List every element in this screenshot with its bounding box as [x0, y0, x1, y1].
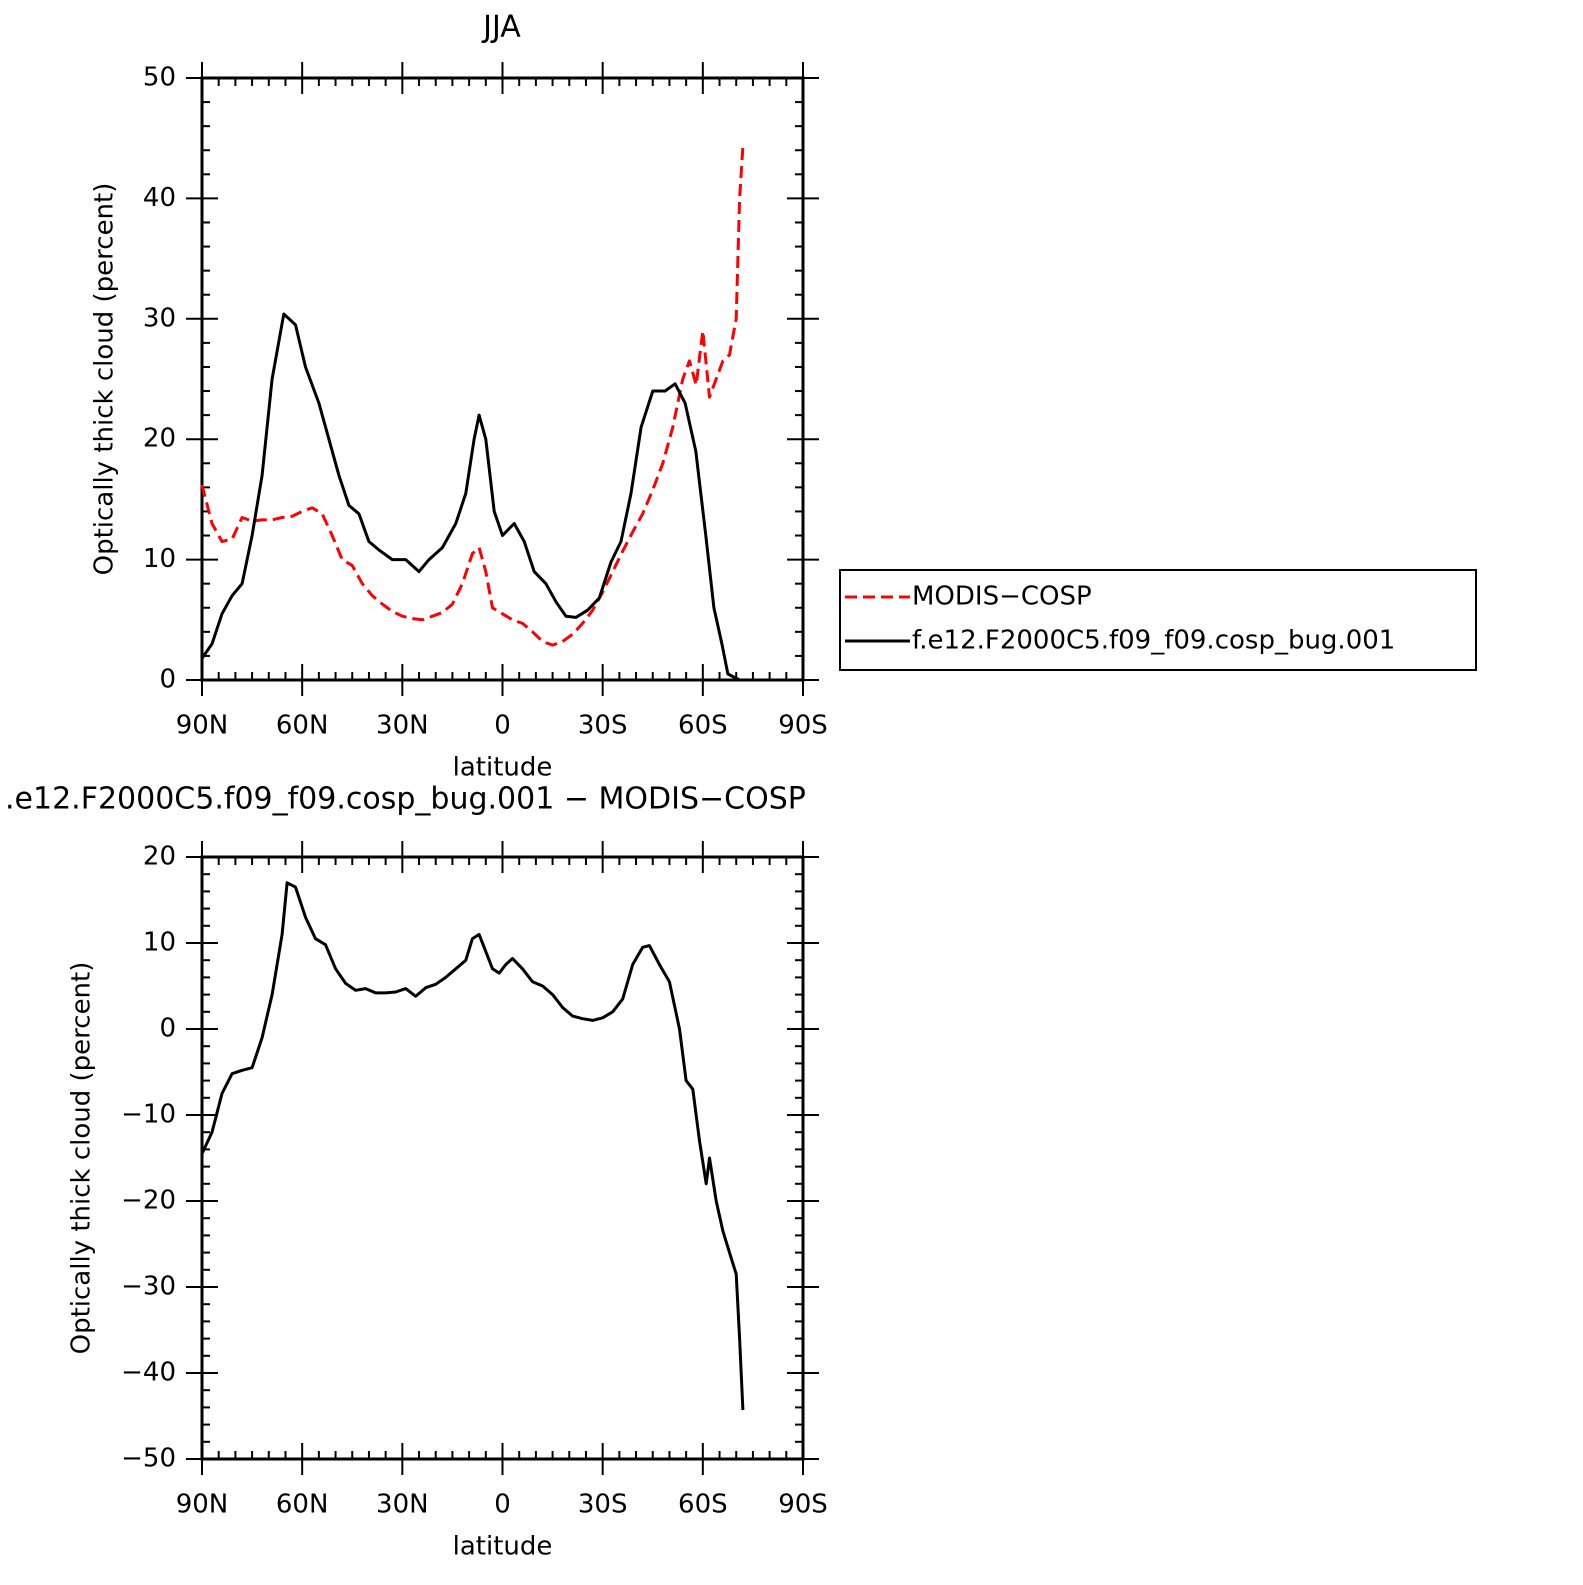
- x-tick-label: 90N: [176, 711, 229, 741]
- x-tick-label: 30S: [578, 1490, 628, 1520]
- y-tick-label: 30: [143, 303, 176, 333]
- plot-frame: [200, 76, 805, 682]
- x-tick-label: 60N: [276, 1490, 329, 1520]
- chart-title: JJA: [481, 10, 521, 45]
- y-tick-label: 0: [159, 1014, 176, 1044]
- x-tick-label: 30N: [376, 711, 429, 741]
- y-tick-label: −40: [121, 1358, 176, 1388]
- x-axis-label: latitude: [453, 753, 553, 783]
- x-tick-label: 60S: [678, 1490, 728, 1520]
- y-axis-label: Optically thick cloud (percent): [67, 962, 97, 1355]
- y-tick-label: −10: [121, 1100, 176, 1130]
- legend-label: f.e12.F2000C5.f09_f09.cosp_bug.001: [912, 626, 1395, 656]
- x-tick-label: 60N: [276, 711, 329, 741]
- x-tick-label: 0: [494, 1490, 511, 1520]
- x-tick-label: 90S: [778, 1490, 828, 1520]
- y-tick-label: −20: [121, 1186, 176, 1216]
- legend-box: [839, 569, 1477, 671]
- x-tick-label: 60S: [678, 711, 728, 741]
- x-tick-label: 30S: [578, 711, 628, 741]
- x-tick-label: 90N: [176, 1490, 229, 1520]
- y-tick-label: 10: [143, 544, 176, 574]
- y-tick-label: −50: [121, 1444, 176, 1474]
- data-line: [200, 146, 745, 647]
- y-tick-label: −30: [121, 1272, 176, 1302]
- y-tick-label: 20: [143, 424, 176, 454]
- y-tick-label: 0: [159, 665, 176, 695]
- chart-title: .e12.F2000C5.f09_f09.cosp_bug.001 − MODI…: [5, 782, 806, 817]
- legend-label: MODIS−COSP: [912, 582, 1092, 612]
- plot-frame: [200, 855, 805, 1461]
- x-tick-label: 30N: [376, 1490, 429, 1520]
- y-axis-label: Optically thick cloud (percent): [90, 183, 120, 576]
- y-tick-label: 50: [143, 63, 176, 93]
- y-tick-label: 20: [143, 842, 176, 872]
- y-tick-label: 40: [143, 183, 176, 213]
- x-tick-label: 90S: [778, 711, 828, 741]
- data-line: [200, 881, 745, 1411]
- y-tick-label: 10: [143, 928, 176, 958]
- x-tick-label: 0: [494, 711, 511, 741]
- data-line: [200, 312, 767, 682]
- x-axis-label: latitude: [453, 1532, 553, 1562]
